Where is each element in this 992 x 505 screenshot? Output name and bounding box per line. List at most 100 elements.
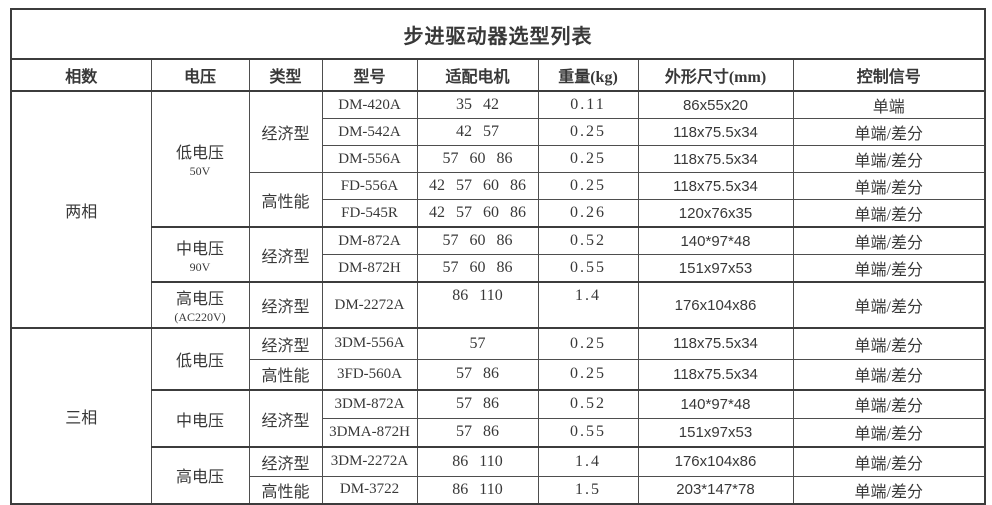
voltage-cell: 高电压 (AC220V) xyxy=(150,281,250,329)
voltage-note: 90V xyxy=(189,259,211,274)
type-cell: 高性能 xyxy=(248,358,323,391)
col-header-type: 类型 xyxy=(248,58,323,92)
table-row: DM-872H 57 60 86 0.55 151x97x53 单端/差分 xyxy=(11,254,986,283)
signal-cell: 单端/差分 xyxy=(792,446,986,477)
table-title: 步进驱动器选型列表 xyxy=(10,8,986,60)
model-cell: FD-556A xyxy=(321,172,418,200)
weight-cell: 0.55 xyxy=(537,254,639,283)
model-cell: 3DM-872A xyxy=(321,389,418,419)
table-row: 三相 低电压 经济型 3DM-556A 57 0.25 118x75.5x34 … xyxy=(10,327,986,504)
size-cell: 120x76x35 xyxy=(637,199,794,228)
table-row: 高性能 DM-3722 86 110 1.5 203*147*78 单端/差分 xyxy=(11,475,986,504)
signal-cell: 单端/差分 xyxy=(792,118,986,146)
signal-cell: 单端/差分 xyxy=(792,327,986,360)
model-cell: DM-872A xyxy=(321,226,418,255)
size-cell: 118x75.5x34 xyxy=(637,118,794,146)
weight-cell: 0.55 xyxy=(537,417,639,448)
table-row: 高性能 3FD-560A 57 86 0.25 118x75.5x34 单端/差… xyxy=(11,358,986,391)
table-row: DM-556A 57 60 86 0.25 118x75.5x34 单端/差分 xyxy=(11,145,986,173)
weight-cell: 0.26 xyxy=(537,199,639,228)
col-header-voltage: 电压 xyxy=(150,58,250,92)
voltage-cell: 中电压 90V xyxy=(150,226,250,283)
size-cell: 118x75.5x34 xyxy=(637,145,794,173)
voltage-label: 低电压 xyxy=(175,145,224,162)
weight-cell: 0.25 xyxy=(537,145,639,173)
table-row: 高电压 (AC220V) 经济型 DM-2272A 86 110 1.4 176… xyxy=(11,281,986,329)
col-header-signal: 控制信号 xyxy=(792,58,986,92)
motor-cell: 35 42 xyxy=(416,90,539,119)
motor-cell: 57 86 xyxy=(416,389,539,419)
size-cell: 86x55x20 xyxy=(637,90,794,119)
voltage-note: (AC220V) xyxy=(174,310,226,324)
motor-cell: 86 110 xyxy=(416,475,539,504)
model-cell: FD-545R xyxy=(321,199,418,228)
model-cell: 3DM-556A xyxy=(321,327,418,360)
voltage-cell: 高电压 xyxy=(150,446,250,504)
weight-cell: 0.52 xyxy=(537,389,639,419)
weight-cell: 1.4 xyxy=(537,281,639,329)
weight-cell: 0.52 xyxy=(537,226,639,255)
model-cell: DM-2272A xyxy=(321,281,418,329)
signal-cell: 单端/差分 xyxy=(792,172,986,200)
type-cell: 经济型 xyxy=(248,90,323,173)
motor-cell: 86 110 xyxy=(416,446,539,477)
size-cell: 140*97*48 xyxy=(637,226,794,255)
signal-cell: 单端 xyxy=(792,90,986,119)
table-row: 高电压 经济型 3DM-2272A 86 110 1.4 176x104x86 … xyxy=(11,446,986,504)
motor-cell: 42 57 60 86 xyxy=(416,199,539,228)
size-cell: 118x75.5x34 xyxy=(637,327,794,360)
motor-cell: 57 86 xyxy=(416,358,539,391)
size-cell: 176x104x86 xyxy=(637,281,794,329)
signal-cell: 单端/差分 xyxy=(792,389,986,419)
weight-cell: 0.25 xyxy=(537,118,639,146)
weight-cell: 0.25 xyxy=(537,172,639,200)
col-header-weight: 重量(kg) xyxy=(537,58,639,92)
voltage-label: 高电压 xyxy=(175,291,224,308)
table-row: FD-545R 42 57 60 86 0.26 120x76x35 单端/差分 xyxy=(11,199,986,228)
signal-cell: 单端/差分 xyxy=(792,417,986,448)
weight-cell: 0.25 xyxy=(537,358,639,391)
signal-cell: 单端/差分 xyxy=(792,199,986,228)
table-row: 高性能 FD-556A 42 57 60 86 0.25 118x75.5x34… xyxy=(11,172,986,228)
weight-cell: 1.4 xyxy=(537,446,639,477)
size-cell: 118x75.5x34 xyxy=(637,358,794,391)
type-cell: 经济型 xyxy=(248,281,323,329)
header-row: 相数 电压 类型 型号 适配电机 重量(kg) 外形尺寸(mm) 控制信号 xyxy=(10,58,986,92)
driver-selection-table: 步进驱动器选型列表 相数 电压 类型 型号 适配电机 重量(kg) 外形尺寸(m… xyxy=(10,8,986,505)
type-cell: 高性能 xyxy=(248,172,323,228)
signal-cell: 单端/差分 xyxy=(792,358,986,391)
type-cell: 高性能 xyxy=(248,475,323,504)
phase-cell: 两相 xyxy=(10,90,152,329)
voltage-label: 低电压 xyxy=(175,353,224,370)
motor-cell: 57 60 86 xyxy=(416,226,539,255)
size-cell: 151x97x53 xyxy=(637,417,794,448)
col-header-size: 外形尺寸(mm) xyxy=(637,58,794,92)
voltage-label: 中电压 xyxy=(175,412,224,430)
motor-cell: 42 57 xyxy=(416,118,539,146)
model-cell: DM-542A xyxy=(321,118,418,146)
signal-cell: 单端/差分 xyxy=(792,226,986,255)
model-cell: 3DMA-872H xyxy=(321,417,418,448)
weight-cell: 0.25 xyxy=(537,327,639,360)
table-row: 中电压 经济型 3DM-872A 57 86 0.52 140*97*48 单端… xyxy=(11,389,986,448)
type-cell: 经济型 xyxy=(248,389,323,448)
weight-cell: 0.11 xyxy=(537,90,639,119)
signal-cell: 单端/差分 xyxy=(792,145,986,173)
voltage-cell: 中电压 xyxy=(150,389,250,448)
table-row: 中电压 90V 经济型 DM-872A 57 60 86 0.52 140*97… xyxy=(11,226,986,283)
col-header-motor: 适配电机 xyxy=(416,58,539,92)
motor-cell: 57 xyxy=(416,327,539,360)
table-row: DM-542A 42 57 0.25 118x75.5x34 单端/差分 xyxy=(11,118,986,146)
type-cell: 经济型 xyxy=(248,446,323,477)
motor-cell: 86 110 xyxy=(416,281,539,329)
signal-cell: 单端/差分 xyxy=(792,281,986,329)
signal-cell: 单端/差分 xyxy=(792,475,986,504)
size-cell: 176x104x86 xyxy=(637,446,794,477)
size-cell: 203*147*78 xyxy=(637,475,794,504)
voltage-note: 50V xyxy=(189,164,211,178)
voltage-label: 高电压 xyxy=(175,469,224,487)
phase-cell: 三相 xyxy=(10,327,152,504)
model-cell: 3FD-560A xyxy=(321,358,418,391)
weight-cell: 1.5 xyxy=(537,475,639,504)
